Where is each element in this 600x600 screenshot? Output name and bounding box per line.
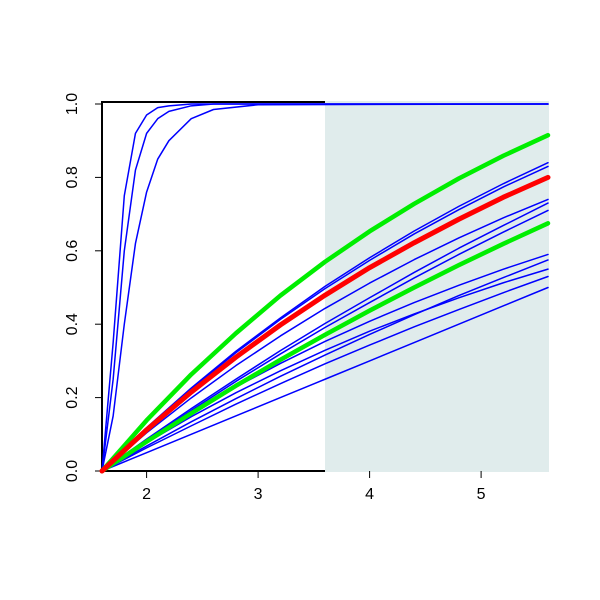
x-tick-label: 3 bbox=[254, 486, 263, 503]
x-tick-label: 5 bbox=[477, 486, 486, 503]
x-tick-label: 2 bbox=[142, 486, 151, 503]
y-tick-label: 1.0 bbox=[64, 93, 81, 115]
curve bbox=[101, 286, 549, 472]
curve bbox=[99, 132, 551, 474]
shaded-region bbox=[325, 101, 549, 472]
y-tick-label: 0.4 bbox=[64, 313, 81, 335]
curve bbox=[101, 198, 549, 472]
y-tick-label: 0.6 bbox=[64, 240, 81, 262]
x-tick-label: 4 bbox=[365, 486, 374, 503]
curve bbox=[101, 259, 549, 472]
y-tick-label: 0.8 bbox=[64, 166, 81, 188]
curve bbox=[101, 202, 549, 472]
curve bbox=[99, 221, 551, 474]
curve bbox=[101, 275, 549, 472]
curve bbox=[101, 103, 549, 472]
curve bbox=[101, 103, 549, 472]
y-tick-label: 0.2 bbox=[64, 386, 81, 408]
curve bbox=[99, 174, 551, 474]
y-tick-label: 0.0 bbox=[64, 460, 81, 482]
